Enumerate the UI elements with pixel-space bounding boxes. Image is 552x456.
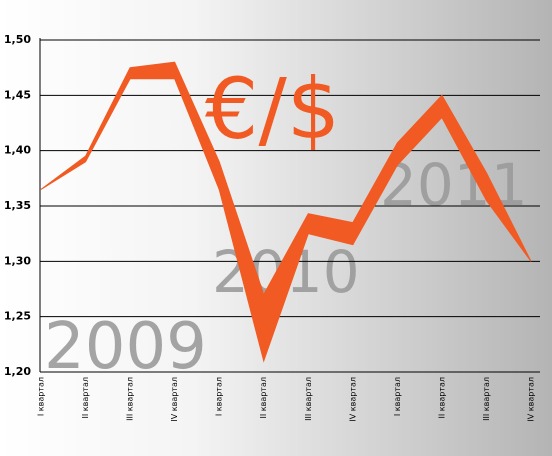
y-tick-label: 1,35: [4, 199, 31, 212]
chart-title: €/$: [205, 60, 340, 158]
year-label: 2009: [44, 310, 207, 384]
x-tick-label: IV квартал: [527, 377, 536, 422]
y-tick-label: 1,30: [4, 254, 31, 267]
x-tick-label: II квартал: [437, 377, 446, 418]
x-tick-label: III квартал: [304, 377, 313, 421]
x-tick-label: III квартал: [482, 377, 491, 421]
y-tick-label: 1,45: [4, 88, 31, 101]
band: [40, 61, 532, 363]
y-tick-label: 1,40: [4, 144, 31, 157]
x-tick-label: I квартал: [37, 377, 46, 416]
x-tick-label: II квартал: [259, 377, 268, 418]
x-tick-label: IV квартал: [170, 377, 179, 422]
y-tick-label: 1,25: [4, 310, 31, 323]
x-tick-label: I квартал: [393, 377, 402, 416]
x-tick-label: II квартал: [81, 377, 90, 418]
y-tick-label: 1,50: [4, 33, 31, 46]
x-tick-label: IV квартал: [348, 377, 357, 422]
y-tick-label: 1,20: [4, 365, 31, 378]
x-tick-label: I квартал: [215, 377, 224, 416]
x-tick-label: III квартал: [126, 377, 135, 421]
year-label: 2011: [380, 151, 528, 219]
